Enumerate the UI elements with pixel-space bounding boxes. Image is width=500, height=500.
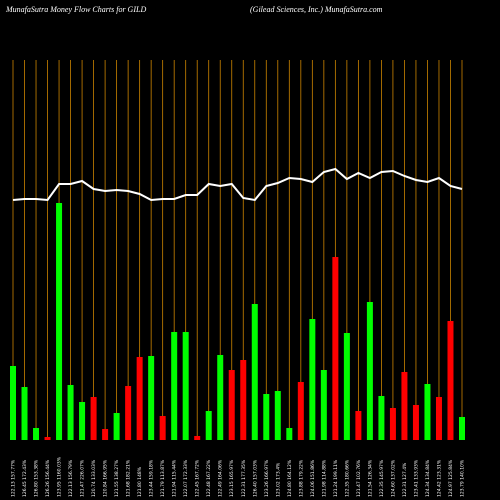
bar bbox=[332, 257, 339, 440]
x-tick-label: 124.34 134.84% bbox=[425, 459, 431, 497]
bar bbox=[125, 386, 132, 440]
x-tick-label: 122.31 177.35% bbox=[241, 459, 247, 497]
x-tick-label: 121.80 148% bbox=[137, 466, 143, 497]
bar bbox=[182, 332, 189, 440]
bar bbox=[159, 416, 166, 440]
x-tick-label: 122.07 172.33% bbox=[183, 459, 189, 497]
x-tick-label: 126.80 153.38% bbox=[34, 459, 40, 497]
x-tick-label: 122.31 127.4% bbox=[402, 462, 408, 497]
bar bbox=[412, 405, 419, 440]
chart-subtitle: (Gilead Sciences, Inc.) MunafaSutra.com bbox=[250, 5, 383, 14]
bar bbox=[389, 408, 396, 440]
x-tick-label: 121.94 115.44% bbox=[172, 459, 178, 497]
bar bbox=[251, 304, 258, 440]
bar bbox=[274, 391, 281, 440]
bar bbox=[228, 370, 235, 440]
bar bbox=[309, 319, 316, 440]
x-tick-label: 124.60 137.02% bbox=[390, 459, 396, 497]
x-tick-label: 124.97 125.84% bbox=[448, 459, 454, 497]
bar bbox=[240, 360, 247, 440]
bar bbox=[343, 333, 350, 440]
bar bbox=[56, 203, 63, 440]
bar bbox=[90, 397, 97, 440]
x-tick-label: 121.79 113.87% bbox=[160, 459, 166, 497]
bar bbox=[44, 437, 51, 440]
x-tick-label: 123.79 140.10% bbox=[460, 459, 466, 497]
bar bbox=[217, 355, 224, 440]
x-tick-label: 123.44 159.18% bbox=[149, 459, 155, 497]
x-tick-label: 121.24 199.11% bbox=[333, 459, 339, 497]
chart-title: MunafaSutra Money Flow Charts for GILD bbox=[5, 5, 146, 14]
x-tick-label: 121.47 102.76% bbox=[356, 459, 362, 497]
bar bbox=[33, 428, 40, 440]
x-tick-label: 123.15 165.97% bbox=[229, 459, 235, 497]
bar bbox=[171, 332, 178, 440]
x-tick-label: 122.45 167.72% bbox=[195, 459, 201, 497]
bar bbox=[366, 302, 373, 440]
bar bbox=[286, 428, 293, 440]
x-tick-label: 122.13 157.77% bbox=[11, 459, 17, 497]
x-tick-label: 122.49 164.06% bbox=[218, 459, 224, 497]
bar bbox=[401, 372, 408, 440]
x-tick-label: 121.68 182.21% bbox=[126, 459, 132, 497]
x-tick-label: 122.13 156.79% bbox=[68, 459, 74, 497]
x-tick-label: 123.02 173.4% bbox=[275, 462, 281, 497]
x-tick-label: 126.40 157.03% bbox=[252, 459, 258, 497]
bar bbox=[148, 356, 155, 440]
x-tick-label: 120.84 166.95% bbox=[103, 459, 109, 497]
x-tick-label: 121.54 126.34% bbox=[367, 459, 373, 497]
bar bbox=[378, 396, 385, 440]
x-tick-label: 120.74 133.03% bbox=[91, 459, 97, 497]
x-tick-label: 123.26 166.97% bbox=[264, 459, 270, 497]
x-tick-label: 123.41 133.93% bbox=[413, 459, 419, 497]
bar bbox=[435, 397, 442, 440]
bar bbox=[424, 384, 431, 440]
bar bbox=[102, 429, 109, 440]
bar bbox=[10, 366, 16, 440]
bar bbox=[113, 413, 120, 440]
bar bbox=[21, 387, 28, 440]
x-tick-label: 122.35 145.97% bbox=[379, 459, 385, 497]
x-tick-label: 121.47 226.07% bbox=[80, 459, 86, 497]
bar bbox=[194, 436, 201, 440]
x-tick-label: 124.42 123.31% bbox=[436, 459, 442, 497]
bar bbox=[447, 321, 454, 440]
x-tick-label: 123.95 1160.03% bbox=[57, 456, 63, 497]
bar bbox=[79, 402, 86, 440]
x-tick-label: 122.48 167.22% bbox=[206, 459, 212, 497]
bar bbox=[136, 357, 143, 440]
x-tick-label: 124.06 151.86% bbox=[310, 459, 316, 497]
x-tick-label: 124.80 164.12% bbox=[287, 459, 293, 497]
x-tick-label: 122.35 180.66% bbox=[344, 459, 350, 497]
x-tick-label: 123.88 179.22% bbox=[298, 459, 304, 497]
bar bbox=[297, 382, 304, 440]
money-flow-line bbox=[12, 167, 463, 202]
bar bbox=[320, 370, 327, 440]
bar bbox=[263, 394, 270, 440]
bar bbox=[205, 411, 212, 440]
bar bbox=[67, 385, 74, 440]
x-tick-label: 126.45 172.43% bbox=[22, 459, 28, 497]
x-tick-label: 126.26 156.44% bbox=[45, 459, 51, 497]
bar bbox=[459, 417, 465, 440]
x-tick-label: 121.55 138.27% bbox=[114, 459, 120, 497]
x-tick-label: 121.98 114.88% bbox=[321, 459, 327, 497]
bar bbox=[355, 411, 362, 440]
